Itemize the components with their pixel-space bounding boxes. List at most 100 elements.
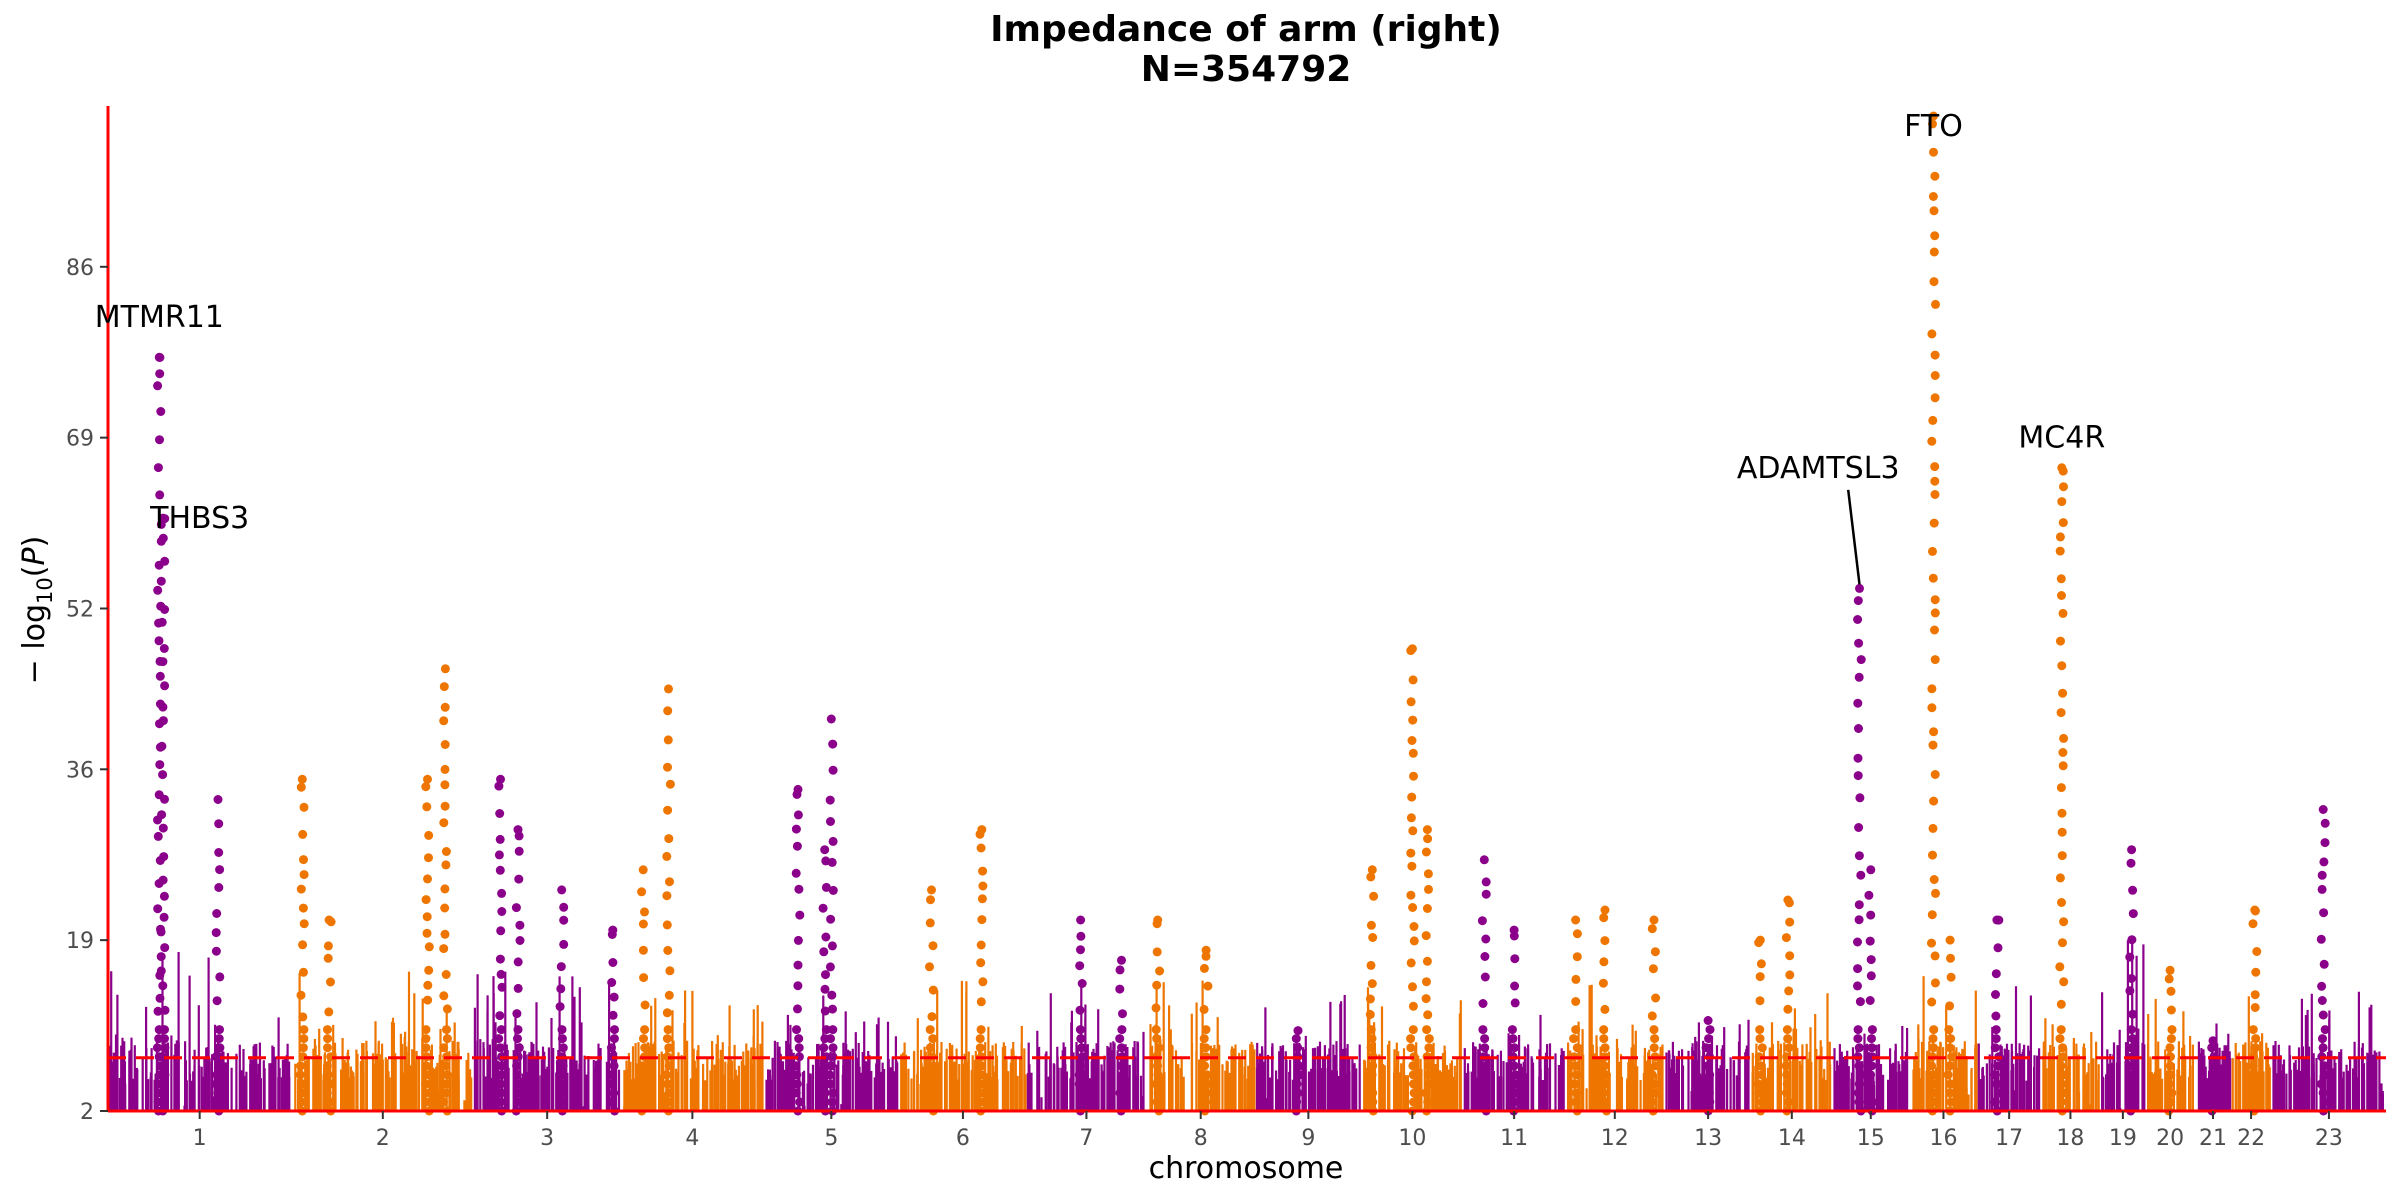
- data-point: [2058, 761, 2068, 771]
- data-point: [791, 1088, 801, 1098]
- data-point: [1408, 675, 1418, 685]
- data-point: [1481, 877, 1491, 887]
- data-point: [494, 850, 504, 860]
- data-point: [1510, 998, 1520, 1008]
- data-point: [792, 1079, 802, 1089]
- data-point: [215, 972, 225, 982]
- data-point: [1572, 929, 1582, 939]
- x-tick-label: 23: [2315, 1126, 2343, 1151]
- data-point: [440, 801, 450, 811]
- data-point: [977, 1070, 987, 1080]
- data-point: [1929, 727, 1939, 737]
- data-point: [1076, 1034, 1086, 1044]
- peak-chr4-2: [637, 865, 650, 1116]
- data-point: [2125, 986, 2135, 996]
- peak-chr3-1: [494, 774, 507, 1116]
- data-point: [2320, 1025, 2330, 1035]
- data-point: [1855, 793, 1865, 803]
- chromosome-20-points: [2147, 965, 2194, 1116]
- data-point: [2318, 1043, 2328, 1053]
- data-point: [513, 983, 523, 993]
- data-point: [1853, 771, 1863, 781]
- data-point: [1928, 740, 1938, 750]
- data-point: [1754, 1088, 1764, 1098]
- data-point: [495, 1097, 505, 1107]
- data-point: [155, 1061, 165, 1071]
- data-point: [211, 946, 221, 956]
- data-point: [1074, 1070, 1084, 1080]
- data-point: [1154, 1043, 1164, 1053]
- data-point: [512, 1070, 522, 1080]
- data-point: [1929, 247, 1939, 257]
- data-point: [1076, 931, 1086, 941]
- data-point: [495, 1079, 505, 1089]
- x-tick-label: 10: [1398, 1126, 1426, 1151]
- data-point: [1928, 1034, 1938, 1044]
- peak-chr7-1: [1074, 915, 1087, 1116]
- x-tick-label: 8: [1194, 1126, 1208, 1151]
- data-point: [1865, 936, 1875, 946]
- data-point: [1155, 966, 1165, 976]
- peak-top-point: [2165, 965, 2175, 975]
- peak-chr22-1: [2248, 905, 2262, 1116]
- data-point: [556, 1097, 565, 1107]
- data-point: [441, 847, 451, 856]
- x-tick-label: 14: [1778, 1126, 1806, 1151]
- data-point: [2128, 885, 2138, 895]
- peak-chr13-1: [1701, 1016, 1715, 1116]
- data-point: [1571, 1070, 1581, 1080]
- data-point: [439, 991, 449, 1001]
- data-point: [826, 914, 836, 924]
- data-point: [926, 895, 935, 905]
- data-point: [975, 1043, 985, 1053]
- peak-top-point: [297, 774, 307, 784]
- data-point: [1422, 956, 1432, 966]
- peak-top-point: [1783, 895, 1793, 905]
- data-point: [1930, 978, 1940, 988]
- data-point: [819, 947, 829, 957]
- x-tick-label: 21: [2199, 1126, 2227, 1151]
- data-point: [1118, 1070, 1128, 1080]
- data-point: [2058, 748, 2068, 757]
- data-point: [2317, 884, 2327, 894]
- data-point: [976, 1097, 986, 1107]
- chromosome-16-band: [1912, 976, 1978, 1111]
- data-point: [1990, 1043, 2000, 1053]
- data-point: [1929, 1043, 1938, 1053]
- data-point: [1856, 655, 1866, 665]
- data-point: [2128, 909, 2138, 919]
- data-point: [1946, 1034, 1956, 1044]
- data-point: [1151, 1079, 1161, 1089]
- data-point: [421, 782, 431, 792]
- data-point: [1865, 1079, 1875, 1089]
- data-point: [663, 805, 673, 815]
- peak-top-point: [1509, 925, 1519, 935]
- x-tick-label: 20: [2156, 1126, 2184, 1151]
- data-point: [215, 1025, 224, 1035]
- data-point: [299, 802, 309, 812]
- data-point: [495, 1043, 505, 1053]
- data-point: [1406, 848, 1416, 858]
- data-point: [925, 1097, 935, 1107]
- data-point: [1853, 1034, 1863, 1044]
- data-point: [2058, 608, 2068, 618]
- data-point: [1600, 1043, 1610, 1053]
- data-point: [1408, 1025, 1418, 1035]
- data-point: [440, 903, 450, 913]
- peak-top-point: [793, 784, 803, 794]
- data-point: [322, 1061, 332, 1071]
- data-point: [440, 780, 450, 790]
- data-point: [1409, 936, 1419, 946]
- data-point: [1599, 957, 1609, 967]
- data-point: [421, 1025, 431, 1035]
- data-point: [1480, 1061, 1490, 1071]
- data-point: [299, 1088, 309, 1098]
- data-point: [1406, 958, 1416, 968]
- data-point: [826, 817, 835, 826]
- data-point: [1649, 1025, 1659, 1035]
- data-point: [1366, 872, 1376, 882]
- data-point: [439, 818, 449, 828]
- x-tick-label: 5: [824, 1126, 838, 1151]
- peak-top-point: [557, 885, 567, 895]
- data-point: [1930, 171, 1940, 181]
